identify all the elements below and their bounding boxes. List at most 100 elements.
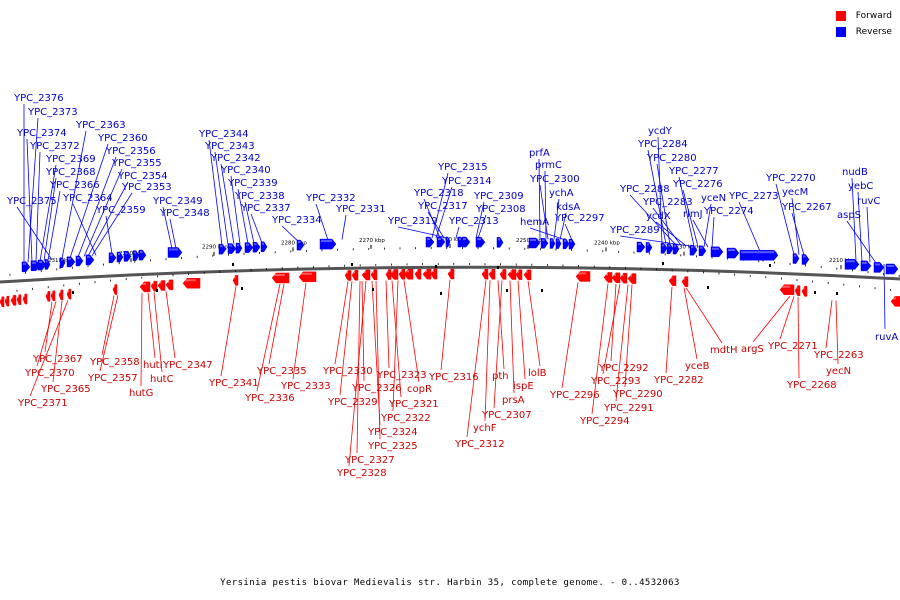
feature-highlight — [483, 270, 485, 273]
gene-label: YPC_2274 — [703, 206, 754, 217]
gene-label: nudB — [842, 167, 868, 178]
gene-feature-arrow — [37, 259, 47, 271]
feature-highlight — [405, 270, 409, 273]
scale-tick-label: 2270 kbp — [359, 238, 385, 244]
gene-feature-arrow — [422, 268, 432, 280]
gene-label: YPC_2357 — [87, 373, 138, 384]
gene-label: YPC_2375 — [6, 196, 57, 207]
label-leader-line — [610, 283, 617, 362]
gene-label: YPC_2263 — [813, 350, 864, 361]
label-leader-line — [47, 190, 61, 261]
label-leader-line — [529, 227, 566, 241]
gene-label: yceB — [685, 361, 710, 372]
feature-highlight — [577, 272, 586, 275]
gene-feature-arrow — [385, 269, 392, 280]
gene-feature-arrow — [507, 269, 517, 280]
gene-label: YPC_2372 — [29, 141, 80, 152]
label-leader-line — [431, 172, 449, 239]
gene-feature-arrow — [50, 290, 56, 302]
gene-feature-arrow — [232, 275, 239, 286]
gene-label: YPC_2313 — [448, 216, 499, 227]
feature-highlight — [300, 272, 312, 275]
gene-label: YPC_2309 — [473, 191, 524, 202]
label-leader-line — [268, 283, 285, 365]
gene-feature-arrow — [370, 269, 378, 281]
feature-highlight — [346, 271, 348, 274]
feature-highlight — [427, 238, 430, 241]
label-leader-line — [36, 301, 57, 367]
gene-feature-arrow — [45, 291, 51, 302]
reverse-gene-labels: YPC_2376 YPC_2373 YPC_2374 YPC_2372 YPC_2369… — [6, 93, 898, 343]
label-leader-line — [779, 296, 795, 340]
scale-tick-label: 2210 kbp — [829, 258, 855, 264]
feature-highlight — [169, 248, 178, 251]
feature-highlight — [621, 274, 624, 277]
gene-feature-arrow — [488, 268, 496, 280]
gene-feature-arrow — [58, 289, 64, 301]
gene-label: YPC_2371 — [17, 398, 68, 409]
label-leader-line — [208, 139, 223, 246]
feature-highlight — [118, 253, 120, 256]
label-leader-line — [256, 283, 281, 392]
gene-label: YPC_2343 — [204, 141, 255, 152]
gene-feature-arrow — [672, 243, 680, 255]
gene-label: YPC_2270 — [765, 173, 816, 184]
feature-highlight — [298, 241, 301, 244]
gene-label: hemA — [520, 217, 549, 228]
legend: Forward Reverse — [835, 8, 892, 40]
gene-label: rimJ — [683, 209, 703, 220]
genome-backbone — [0, 265, 900, 284]
gene-label: lolB — [528, 368, 547, 379]
gene-label: ychA — [549, 188, 574, 199]
gene-feature-arrow — [611, 272, 621, 284]
feature-highlight — [875, 263, 880, 266]
label-leader-line — [427, 211, 445, 239]
feature-highlight — [220, 245, 223, 248]
label-leader-line — [385, 280, 390, 369]
feature-highlight — [18, 295, 19, 298]
gene-label: YPC_2312 — [454, 439, 505, 450]
label-leader-line — [466, 280, 487, 438]
feature-highlight — [234, 276, 236, 279]
feature-marker — [440, 292, 442, 295]
legend-reverse-label: Reverse — [855, 27, 892, 37]
gene-feature-arrow — [475, 236, 486, 248]
gene-label: YPC_2324 — [367, 427, 418, 438]
label-leader-line — [544, 170, 547, 240]
feature-highlight — [846, 260, 855, 263]
gene-label: YPC_2282 — [653, 375, 704, 386]
feature-marker — [814, 291, 816, 294]
label-leader-line — [851, 177, 857, 261]
gene-label: YPC_2319 — [387, 216, 438, 227]
feature-highlight — [728, 249, 735, 252]
feature-highlight — [424, 270, 427, 273]
feature-highlight — [47, 292, 48, 295]
gene-feature-arrow — [66, 288, 72, 300]
label-leader-line — [553, 198, 560, 240]
label-leader-line — [527, 280, 541, 367]
gene-feature-arrow — [568, 238, 576, 250]
gene-feature-arrow — [645, 242, 653, 253]
gene-label: YPC_2322 — [380, 413, 431, 424]
feature-highlight — [892, 297, 896, 300]
gene-label: ycdX — [646, 211, 671, 222]
feature-highlight — [700, 246, 703, 249]
label-leader-line — [825, 300, 833, 349]
feature-marker — [707, 286, 709, 289]
gene-feature-arrow — [689, 244, 698, 256]
gene-feature-arrow — [627, 273, 637, 284]
label-leader-line — [214, 151, 229, 245]
label-leader-line — [703, 203, 712, 247]
gene-feature-arrow — [44, 259, 51, 270]
gene-feature-arrow — [66, 256, 76, 268]
gene-label: YPC_2348 — [159, 208, 210, 219]
feature-highlight — [46, 260, 48, 263]
gene-feature-arrow — [890, 296, 900, 307]
feature-highlight — [6, 297, 7, 300]
label-leader-line — [629, 194, 677, 246]
gene-feature-arrow — [515, 269, 523, 280]
gene-feature-arrow — [403, 268, 414, 280]
label-leader-line — [162, 206, 173, 249]
label-leader-line — [87, 181, 129, 257]
gene-feature-arrow — [698, 245, 707, 257]
